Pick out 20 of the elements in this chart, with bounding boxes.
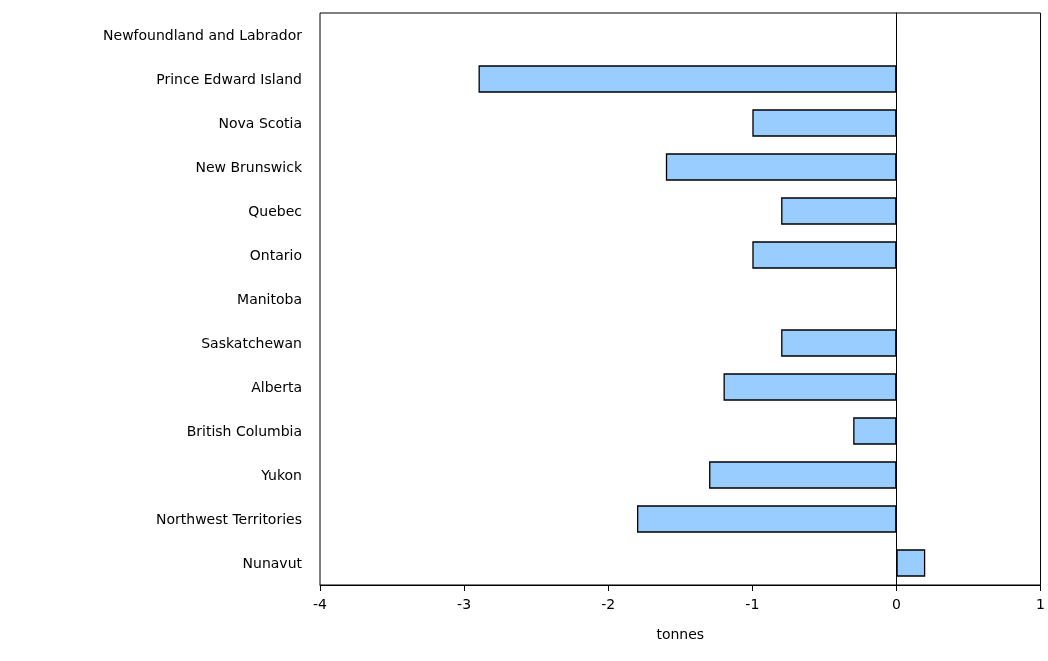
x-tick-label: 1	[1036, 596, 1046, 612]
y-tick-label: Nunavut	[242, 555, 303, 571]
y-tick-label: New Brunswick	[195, 159, 303, 175]
x-tick-label: -1	[745, 596, 760, 612]
y-tick-label: Quebec	[248, 203, 302, 219]
y-tick-label: Newfoundland and Labrador	[103, 27, 303, 43]
y-tick-label: Saskatchewan	[201, 335, 302, 351]
y-tick-label: British Columbia	[186, 423, 302, 439]
x-tick-label: -2	[601, 596, 616, 612]
y-tick-label: Manitoba	[237, 291, 302, 307]
y-tick-label: Yukon	[260, 467, 302, 483]
y-tick-label: Ontario	[249, 247, 302, 263]
x-tick-label: -3	[457, 596, 472, 612]
y-tick-label: Alberta	[251, 379, 302, 395]
x-axis-title: tonnes	[656, 626, 705, 642]
y-tick-label: Nova Scotia	[218, 115, 302, 131]
y-tick-label: Northwest Territories	[155, 511, 302, 527]
x-tick-label: -4	[313, 596, 328, 612]
y-tick-label: Prince Edward Island	[156, 71, 302, 87]
x-tick-label: 0	[891, 596, 901, 612]
